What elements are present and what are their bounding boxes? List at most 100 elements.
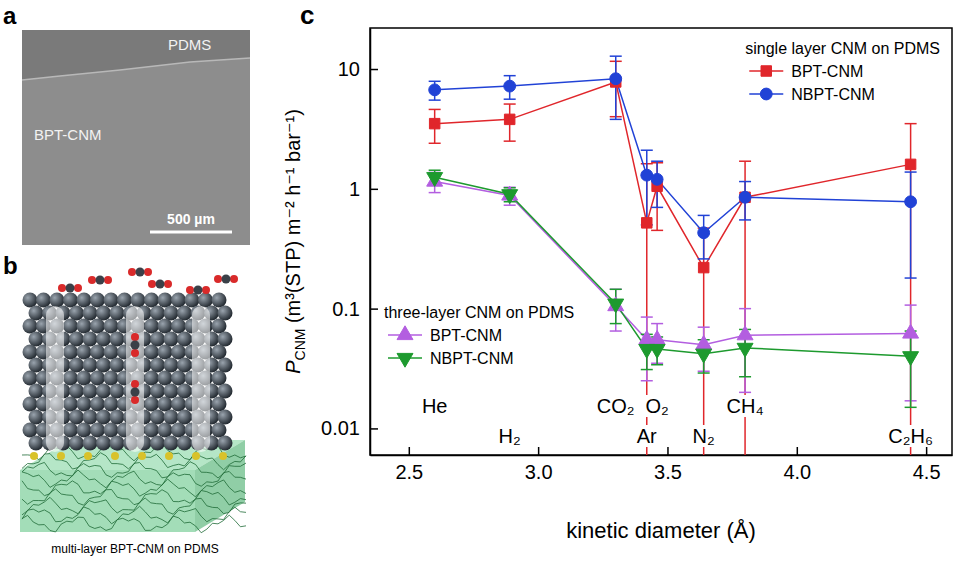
gas-label: CH₄ [727,395,764,417]
carbon-atom [66,284,75,293]
label-patch [886,425,935,447]
region-label: PDMS [168,36,211,53]
carbon-atom [90,293,105,308]
carbon-atom [104,319,119,334]
carbon-atom [212,423,227,438]
x-tick: 3.0 [525,447,553,483]
pdms-region [22,30,250,80]
pore [46,306,64,452]
carbon-atom [164,410,179,425]
polymer-chain [22,462,246,478]
oxygen-atom [144,268,152,276]
error-bar-cap [429,192,441,194]
error-bar-cap [429,169,441,171]
carbon-atom [50,293,65,308]
legend-label: BPT-CNM [430,327,502,344]
marker [649,344,665,358]
carbon-atom [63,293,78,308]
carbon-atom [29,332,44,347]
annotation: C₂H₆ [886,425,935,447]
series-markers [429,73,917,239]
carbon-atom [29,306,44,321]
polymer-chain [22,497,246,515]
annotation: He [420,395,450,417]
carbon-atom [23,319,38,334]
marker [905,196,917,208]
panel-b [20,268,246,533]
error-bar-cap [905,407,917,409]
carbon-atom [218,384,233,399]
series-line [435,79,911,233]
series [429,170,917,407]
carbon-atom [96,384,111,399]
error-bar-cap [504,204,516,206]
carbon-atom [77,345,92,360]
polymer-chain [22,453,246,470]
marker [504,114,514,124]
error-bar-cap [504,140,516,142]
carbon-atom [29,410,44,425]
error-bar-cap [905,304,917,306]
carbon-atom [171,293,186,308]
carbon-atom [104,423,119,438]
carbon-atom [104,345,119,360]
label-patch [497,425,523,447]
error-bar-cap [905,123,917,125]
carbon-atom [90,423,105,438]
y-tick: 10 [338,58,378,80]
pore [126,306,144,452]
series-line [435,82,911,268]
oxygen-atom [128,268,136,276]
carbon-atom [83,410,98,425]
error-bar [610,56,622,119]
y-tick-label: 0.01 [321,417,360,439]
error-bar-cap [641,369,653,371]
y-axis-title: PCNM (m³(STP) m⁻² h⁻¹ bar⁻¹) [282,109,308,374]
carbon-atom [63,371,78,386]
error-bar-cap [651,364,663,366]
x-tick: 3.5 [654,447,682,483]
sulfur-atom [30,452,38,460]
marker [610,73,622,85]
error-bar-stem [910,331,912,407]
polymer-chain [22,506,246,524]
error-bar-cap [905,277,917,279]
carbon-atom [63,319,78,334]
carbon-atom [83,358,98,373]
error-bar-cap [698,372,710,374]
carbon-atom [218,306,233,321]
error-bar-cap [610,330,622,332]
carbon-atom [104,371,119,386]
carbon-atom [96,276,105,285]
annotation: CH₄ [725,395,766,417]
y-tick: 0.1 [332,298,378,320]
marker [737,343,753,357]
error-bar-stem [910,172,912,278]
carbon-atom [198,293,213,308]
error-bar-cap [739,219,751,221]
carbon-atom [96,410,111,425]
carbon-atom [63,397,78,412]
x-tick-label: 3.5 [654,461,682,483]
carbon-atom [194,286,203,295]
error-bar-cap [504,103,516,105]
carbon-atom [110,358,125,373]
legend-label: NBPT-CNM [430,350,514,367]
error-bar-cap [429,143,441,145]
carbon-atom [96,358,111,373]
marker [502,190,518,204]
marker [696,335,712,349]
marker [739,191,751,203]
carbon-atom [90,319,105,334]
error-bar [504,104,516,141]
panel-a: PDMSBPT-CNM500 µm [22,30,250,245]
oxygen-atom [104,276,112,284]
annotation: H₂ [497,425,523,447]
carbon-atom [144,423,159,438]
marker [905,159,915,169]
legend-item: BPT-CNM [388,326,502,344]
error-bar-cap [651,160,663,162]
carbon-atom [212,319,227,334]
carbon-atom [23,345,38,360]
x-tick-mark [667,447,669,455]
